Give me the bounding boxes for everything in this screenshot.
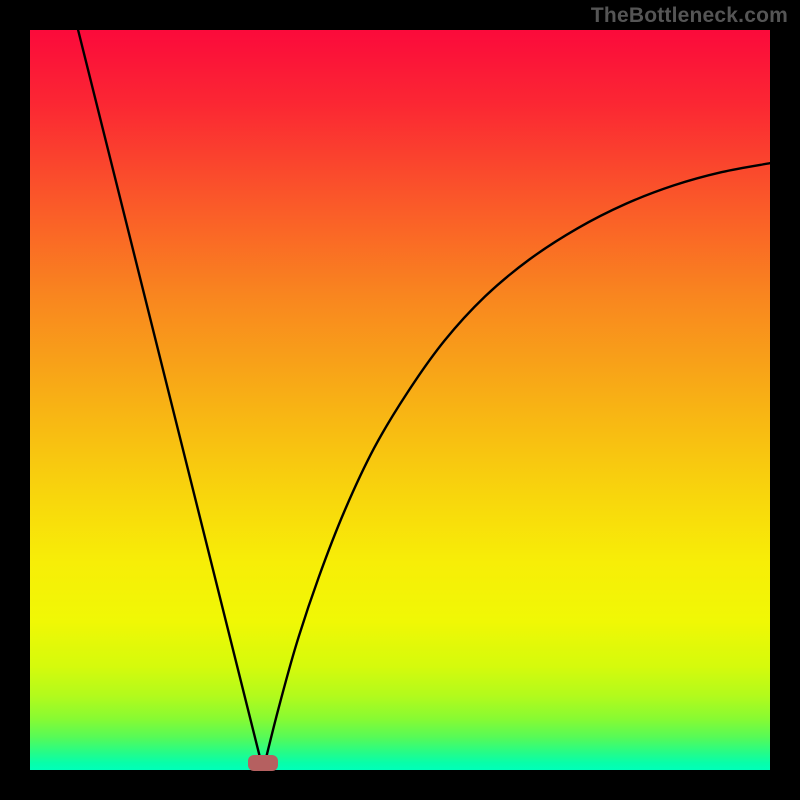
background-gradient (30, 30, 770, 770)
minimum-marker (248, 755, 278, 771)
chart-frame: TheBottleneck.com (0, 0, 800, 800)
plot-area (30, 30, 770, 770)
watermark-text: TheBottleneck.com (591, 4, 788, 28)
